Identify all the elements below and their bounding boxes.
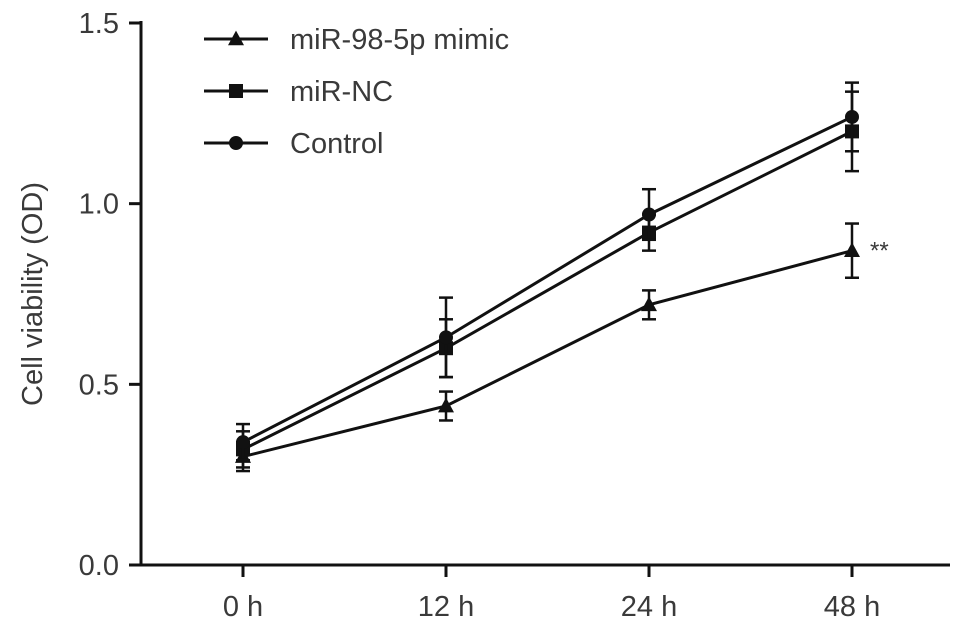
legend: miR-98-5p mimic miR-NC Control <box>204 24 509 160</box>
data-point <box>845 109 859 124</box>
legend-item: miR-98-5p mimic <box>204 24 509 56</box>
y-tick-label: 0.0 <box>79 550 119 582</box>
significance-annotation: ** <box>870 238 889 265</box>
data-point <box>438 397 454 413</box>
series-line <box>242 249 853 459</box>
data-point <box>642 207 656 222</box>
legend-item: miR-NC <box>204 76 393 108</box>
legend-item: Control <box>204 128 384 160</box>
legend-marker <box>229 84 243 98</box>
data-point <box>844 242 860 257</box>
axes: 0.0 0.5 1.0 1.5 0 h 12 h 24 h 48 h <box>79 8 950 623</box>
legend-marker <box>229 136 243 150</box>
data-point <box>641 296 657 312</box>
legend-label: miR-98-5p mimic <box>290 24 509 56</box>
series-triangle <box>235 222 860 473</box>
y-tick-label: 1.0 <box>79 189 119 221</box>
legend-label: miR-NC <box>290 76 393 108</box>
data-point <box>439 330 453 345</box>
y-axis-label: Cell viability (OD) <box>17 182 49 406</box>
data-point <box>236 435 250 450</box>
x-tick-label: 48 h <box>824 591 880 623</box>
y-tick-label: 0.5 <box>79 369 119 401</box>
y-tick-label: 1.5 <box>79 8 119 40</box>
legend-label: Control <box>290 128 384 160</box>
series-line <box>242 115 853 444</box>
series-line <box>242 130 853 451</box>
series-circle <box>236 81 859 462</box>
legend-marker <box>228 30 244 46</box>
x-tick-label: 12 h <box>418 591 474 623</box>
x-tick-label: 0 h <box>223 591 263 623</box>
x-tick-label: 24 h <box>621 591 677 623</box>
series-layer: ** <box>235 81 889 473</box>
